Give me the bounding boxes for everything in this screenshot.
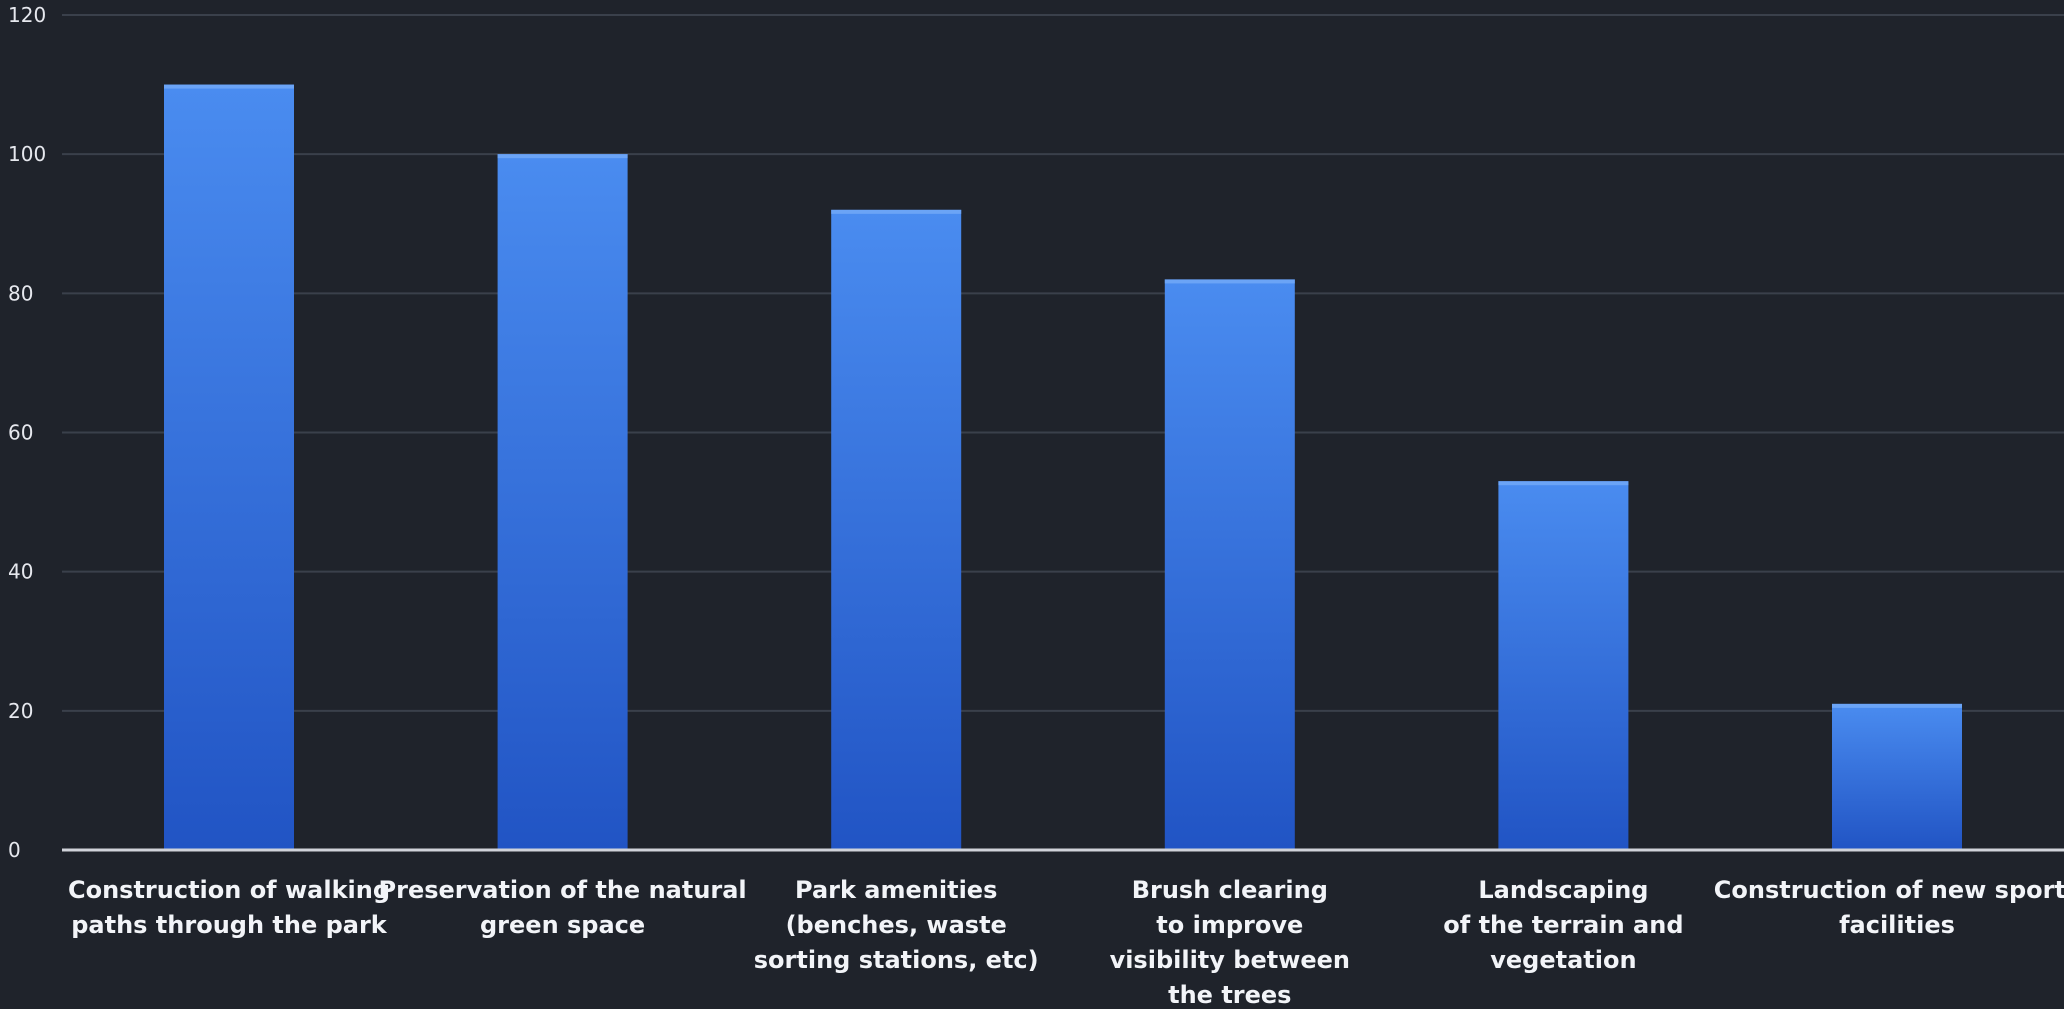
bar-highlight: [497, 154, 628, 159]
x-tick-label-line: Landscaping: [1478, 876, 1648, 904]
x-tick-label-line: of the terrain and: [1443, 911, 1683, 939]
y-tick-label: 60: [8, 421, 33, 445]
x-tick-label: Construction of new sports facilities: [1714, 876, 2064, 939]
bar: [1164, 279, 1295, 851]
x-tick-label: Landscaping of the terrain and vegetation: [1443, 876, 1683, 974]
bar-group: [1164, 279, 1295, 851]
x-tick-label-line: vegetation: [1490, 946, 1636, 974]
bar-group: [1832, 703, 1962, 850]
y-tick-label: 120: [8, 3, 46, 27]
bar: [497, 154, 628, 850]
x-tick-label-line: the trees: [1168, 981, 1291, 1009]
x-tick-label-line: Park amenities: [795, 876, 997, 904]
bar: [1498, 481, 1629, 850]
x-tick-label-line: visibility between: [1110, 946, 1350, 974]
x-tick-label-line: Construction of walking: [68, 876, 390, 904]
bar-group: [831, 209, 962, 851]
bar: [164, 84, 294, 851]
bars: [164, 84, 1962, 851]
y-tick-label: 0: [8, 838, 21, 862]
bar-group: [497, 154, 628, 850]
bar-highlight: [1498, 481, 1629, 486]
y-tick-label: 80: [8, 281, 33, 305]
x-tick-label-line: sorting stations, etc): [754, 946, 1039, 974]
y-tick-label: 20: [8, 699, 33, 723]
x-tick-label-line: paths through the park: [71, 911, 388, 939]
x-tick-label: Brush clearing to improve visibility betwe…: [1110, 876, 1350, 1009]
y-tick-label: 40: [8, 560, 33, 584]
x-tick-label-line: green space: [480, 911, 645, 939]
x-tick-label-line: Brush clearing: [1132, 876, 1328, 904]
x-axis-labels: Construction of walking paths through the…: [68, 876, 2064, 1009]
y-tick-label: 100: [8, 142, 46, 166]
x-tick-label: Park amenities (benches, waste sorting sta…: [754, 876, 1039, 974]
bar-group: [164, 84, 294, 851]
x-tick-label-line: to improve: [1156, 911, 1303, 939]
gridlines: [62, 14, 2064, 712]
bar: [1832, 703, 1962, 850]
bar: [831, 209, 962, 851]
y-axis-ticks: 0 20 40 60 80 100 120: [8, 3, 46, 862]
bar-highlight: [831, 209, 962, 214]
x-tick-label: Construction of walking paths through the…: [68, 876, 390, 939]
x-tick-label-line: facilities: [1839, 911, 1955, 939]
bar-highlight: [1164, 279, 1295, 284]
x-tick-label-line: Construction of new sports: [1714, 876, 2064, 904]
x-tick-label-line: Preservation of the natural: [379, 876, 747, 904]
bar-group: [1498, 481, 1629, 850]
bar-highlight: [164, 84, 294, 89]
bar-highlight: [1832, 703, 1962, 708]
x-tick-label: Preservation of the natural green space: [379, 876, 747, 939]
x-tick-label-line: (benches, waste: [786, 911, 1007, 939]
